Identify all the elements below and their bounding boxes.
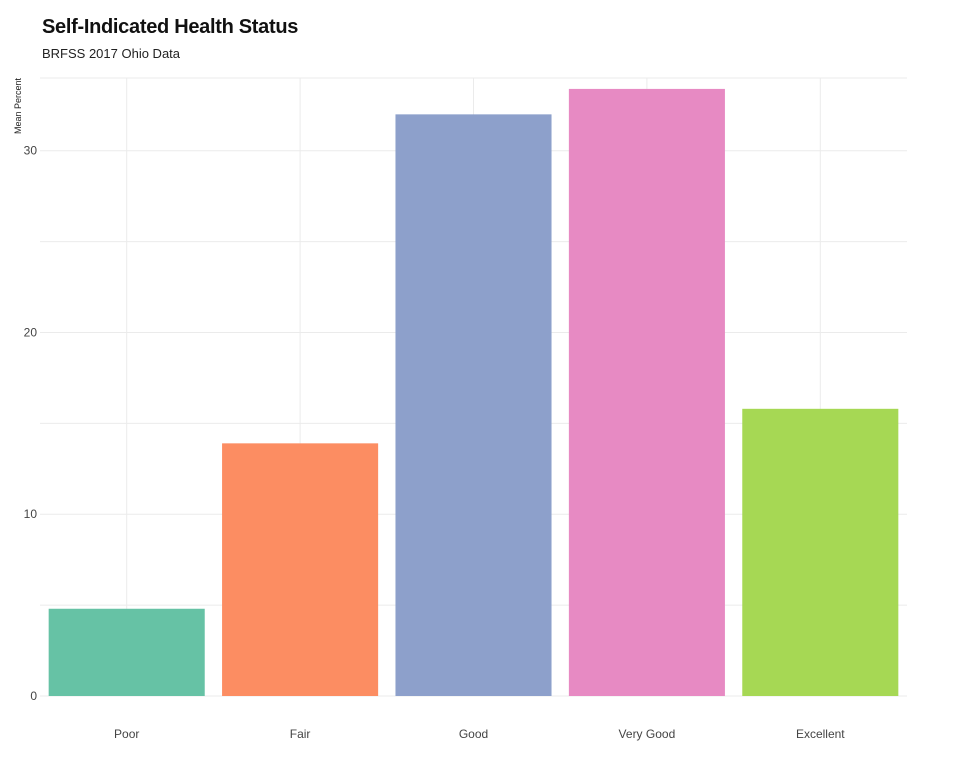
bar-excellent: [742, 408, 899, 696]
x-tick-label: Fair: [290, 727, 311, 741]
chart-subtitle: BRFSS 2017 Ohio Data: [42, 46, 181, 61]
bar-fair: [222, 443, 379, 696]
y-tick-label: 30: [24, 144, 38, 158]
y-tick-label: 0: [30, 689, 37, 703]
x-tick-label: Good: [459, 727, 488, 741]
y-axis-title: Mean Percent: [13, 77, 23, 134]
bar-good: [395, 114, 552, 696]
y-tick-label: 10: [24, 507, 38, 521]
x-tick-label: Poor: [114, 727, 139, 741]
x-tick-label: Excellent: [796, 727, 845, 741]
chart-title: Self-Indicated Health Status: [42, 16, 299, 38]
bar-very-good: [568, 88, 725, 696]
bar-poor: [48, 608, 205, 696]
x-axis-ticks: Poor Fair Good Very Good Excellent: [114, 727, 845, 741]
y-axis-ticks: 0 10 20 30: [24, 144, 38, 703]
bars: [48, 88, 899, 696]
y-tick-label: 20: [24, 325, 38, 339]
x-tick-label: Very Good: [619, 727, 676, 741]
